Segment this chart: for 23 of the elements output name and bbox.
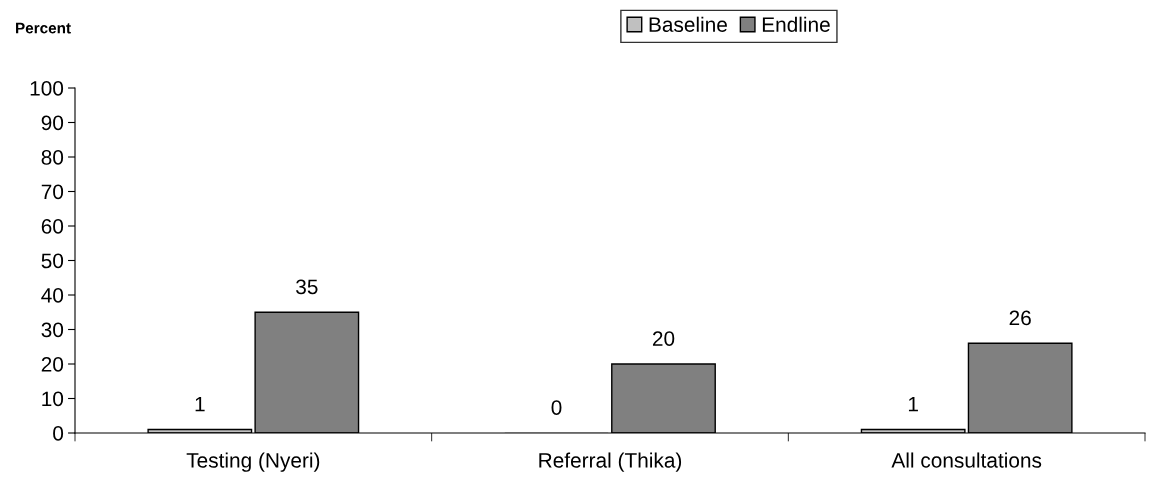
y-tick-label: 60 <box>41 219 64 234</box>
y-axis-title: Percent <box>16 22 71 34</box>
y-tick-label: 50 <box>41 253 64 269</box>
x-tick-label: All consultations <box>891 452 1042 468</box>
y-tick-label: 70 <box>41 184 64 200</box>
y-tick-label: 100 <box>30 81 64 96</box>
data-label: 1 <box>195 397 205 412</box>
y-tick-label: 10 <box>42 391 64 407</box>
data-label: 1 <box>908 397 918 412</box>
legend-label: Endline <box>762 16 830 32</box>
y-tick-label: 80 <box>41 150 64 165</box>
y-tick-label: 20 <box>41 357 64 372</box>
data-label: 0 <box>551 400 562 415</box>
data-label: 26 <box>1009 310 1031 326</box>
y-tick-label: 90 <box>41 115 64 131</box>
y-tick-label: 40 <box>41 288 64 303</box>
y-tick-label: 30 <box>41 322 64 338</box>
data-label: 35 <box>296 279 318 295</box>
legend-label: Baseline <box>649 16 727 32</box>
x-tick-label: Testing (Nyeri) <box>186 452 320 472</box>
y-tick-label: 0 <box>53 426 64 441</box>
x-tick-label: Referral (Thika) <box>539 452 682 472</box>
data-label: 20 <box>652 331 675 346</box>
